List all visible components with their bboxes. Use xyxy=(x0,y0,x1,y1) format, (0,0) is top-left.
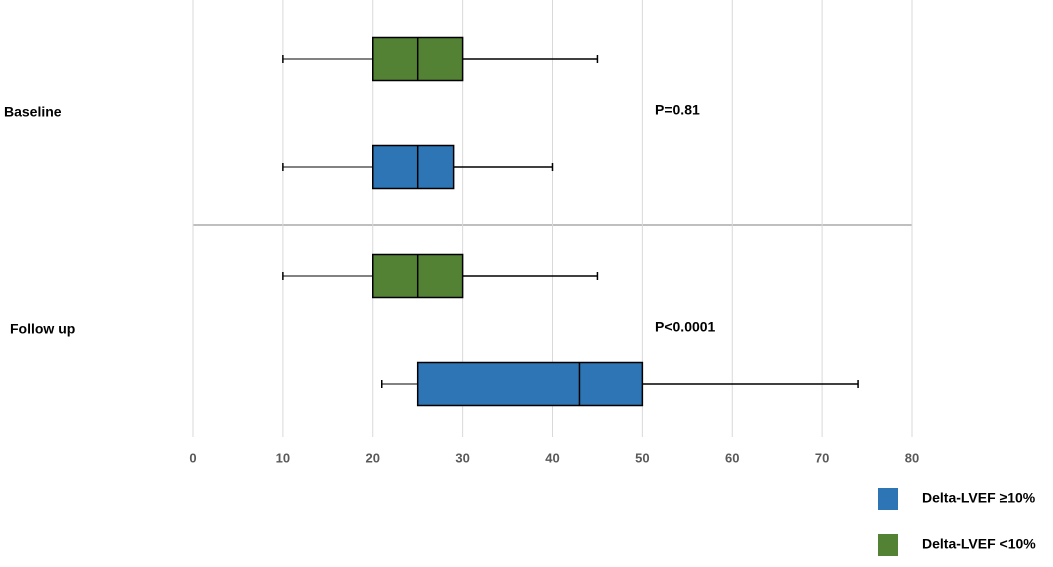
legend-label: Delta-LVEF <10% xyxy=(922,536,1036,552)
p-value: P=0.81 xyxy=(655,102,700,118)
x-tick-label: 10 xyxy=(276,450,290,465)
legend-swatch xyxy=(878,488,898,510)
legend-label: Delta-LVEF ≥10% xyxy=(922,490,1036,506)
p-value: P<0.0001 xyxy=(655,319,716,335)
x-tick-label: 0 xyxy=(189,450,196,465)
category-label: Follow up xyxy=(10,321,75,337)
x-tick-label: 30 xyxy=(455,450,469,465)
box xyxy=(416,361,644,407)
x-tick-label: 40 xyxy=(545,450,559,465)
x-tick-label: 60 xyxy=(725,450,739,465)
x-tick-label: 80 xyxy=(905,450,919,465)
x-tick-label: 70 xyxy=(815,450,829,465)
box xyxy=(372,144,455,190)
x-tick-label: 20 xyxy=(366,450,380,465)
x-tick-label: 50 xyxy=(635,450,649,465)
legend-swatch xyxy=(878,534,898,556)
category-label: Baseline xyxy=(4,104,62,120)
